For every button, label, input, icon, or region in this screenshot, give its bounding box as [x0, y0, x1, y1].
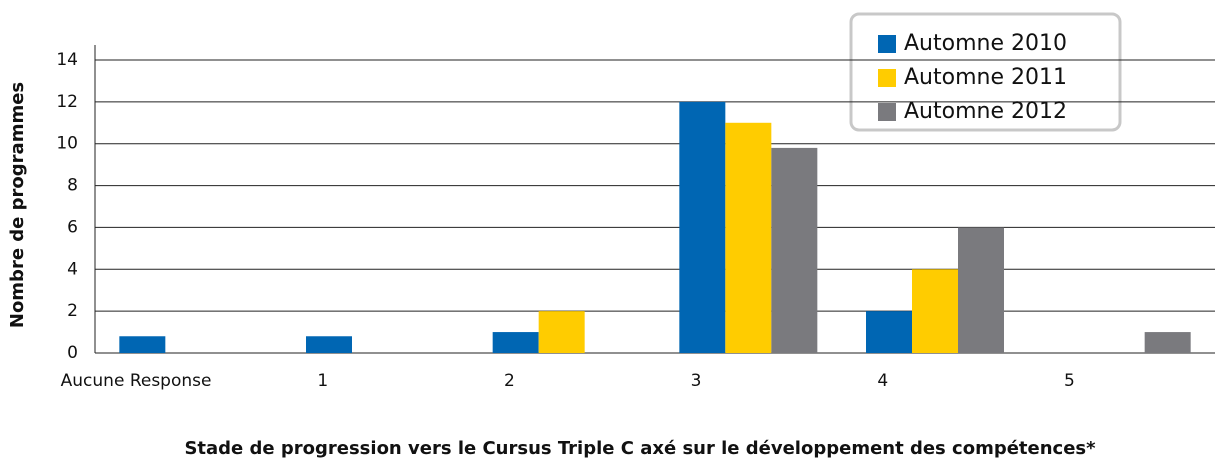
- bar: [538, 311, 585, 353]
- x-tick-label: 1: [317, 371, 328, 391]
- legend-swatch: [878, 69, 896, 87]
- x-axis-title: Stade de progression vers le Cursus Trip…: [184, 438, 1096, 459]
- y-tick-label: 8: [67, 176, 78, 196]
- x-tick-label: 3: [691, 371, 702, 391]
- y-tick-label: 0: [67, 343, 78, 363]
- bar: [119, 336, 166, 353]
- legend-label: Automne 2012: [904, 99, 1067, 124]
- x-tick-label: 4: [877, 371, 888, 391]
- bar: [679, 101, 726, 353]
- bar: [725, 122, 772, 354]
- bar: [958, 227, 1004, 353]
- y-tick-label: 14: [56, 50, 78, 70]
- x-tick-label: 2: [504, 371, 515, 391]
- y-tick-label: 6: [67, 217, 78, 237]
- legend-swatch: [878, 35, 896, 53]
- y-tick-label: 12: [56, 92, 78, 112]
- bar: [306, 336, 352, 353]
- legend-swatch: [878, 103, 896, 121]
- legend-box: [849, 12, 1122, 132]
- y-tick-label: 4: [67, 259, 78, 279]
- bar: [1144, 332, 1191, 353]
- bar: [866, 311, 912, 353]
- y-axis-title: Nombre de programmes: [7, 82, 28, 328]
- legend-label: Automne 2011: [904, 65, 1067, 90]
- bar: [771, 147, 818, 353]
- x-tick-label: 5: [1064, 371, 1075, 391]
- bar: [912, 269, 958, 353]
- y-tick-label: 10: [56, 134, 78, 154]
- legend-label: Automne 2010: [904, 31, 1067, 56]
- y-tick-label: 2: [67, 301, 78, 321]
- bar: [492, 332, 539, 353]
- x-tick-label: Aucune Response: [61, 371, 212, 391]
